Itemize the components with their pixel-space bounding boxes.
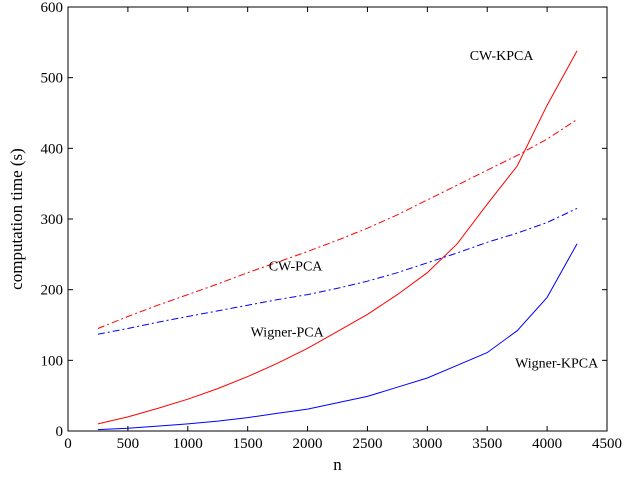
annotation-layer: CW-KPCA CW-PCA Wigner-PCA Wigner-KPCA [251, 49, 599, 371]
x-tick-label: 4500 [592, 436, 622, 452]
x-tick-label: 1500 [233, 436, 263, 452]
y-axis-label: computation time (s) [7, 148, 26, 290]
series-annotation: Wigner-KPCA [515, 356, 599, 371]
y-tick-label: 500 [41, 71, 64, 87]
x-tick-label: 2000 [293, 436, 323, 452]
series-line-cw-pca [97, 118, 578, 329]
plot-area [67, 6, 608, 432]
series-annotation: CW-PCA [269, 260, 324, 275]
y-tick-label: 0 [56, 424, 64, 440]
y-tick-label: 400 [41, 141, 64, 157]
series-annotation: CW-KPCA [470, 49, 535, 64]
series-layer [97, 50, 578, 431]
axis-layer: 0 500 1000 1500 2000 2500 3000 3500 4000 4500 0 100… [41, 0, 623, 452]
x-tick-label: 500 [117, 436, 140, 452]
x-tick-label: 3000 [412, 436, 442, 452]
x-tick-label: 0 [64, 436, 72, 452]
x-tick-label: 3500 [472, 436, 502, 452]
y-tick-label: 100 [41, 353, 64, 369]
series-line-wigner-pca [97, 207, 578, 335]
x-tick-label: 2500 [352, 436, 382, 452]
y-tick-label: 200 [41, 283, 64, 299]
x-axis-label: n [333, 455, 342, 474]
series-line-cw-kpca [97, 50, 578, 425]
series-line-wigner-kpca [97, 243, 578, 431]
x-tick-label: 4000 [532, 436, 562, 452]
y-tick-label: 600 [41, 0, 64, 16]
y-tick-label: 300 [41, 212, 64, 228]
x-tick-label: 1000 [173, 436, 203, 452]
series-annotation: Wigner-PCA [251, 325, 325, 340]
